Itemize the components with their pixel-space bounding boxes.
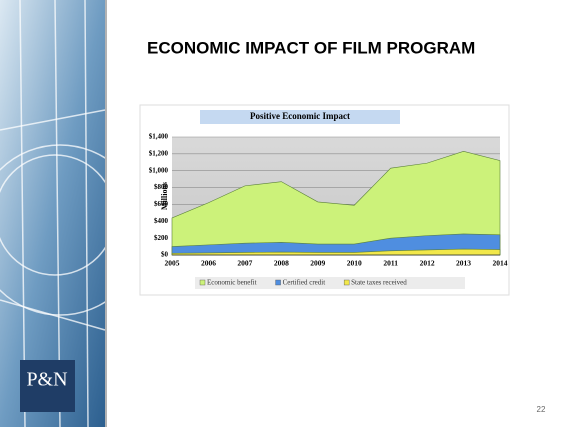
y-tick-label: $400 — [154, 217, 169, 225]
slide-title: ECONOMIC IMPACT OF FILM PROGRAM — [147, 38, 475, 57]
legend-label: State taxes received — [351, 279, 407, 287]
legend-swatch — [199, 279, 206, 286]
x-tick-label: 2014 — [493, 259, 508, 268]
x-tick-label: 2010 — [347, 259, 362, 268]
y-tick-label: $800 — [154, 183, 169, 191]
y-tick-label: $1,000 — [149, 166, 169, 174]
y-tick-label: $0 — [161, 251, 169, 259]
side-image: P&N — [0, 0, 146, 428]
page-number: 22 — [537, 405, 546, 414]
area — [171, 151, 501, 256]
x-tick-label: 2011 — [383, 259, 398, 268]
y-tick-label: $1,400 — [149, 133, 169, 141]
x-tick-label: 2009 — [310, 259, 325, 268]
chart-title: Positive Economic Impact — [250, 111, 350, 121]
x-tick-label: 2007 — [237, 259, 252, 268]
y-axis-label: Millions — [160, 182, 169, 210]
chart-title-box — [200, 110, 400, 124]
area — [171, 233, 501, 256]
logo: P&N — [26, 369, 67, 391]
legend-box — [195, 277, 465, 289]
legend-label: Certified credit — [283, 279, 326, 287]
x-tick-label: 2008 — [274, 259, 289, 268]
legend-swatch — [275, 279, 281, 286]
x-tick-label: 2012 — [420, 259, 435, 268]
legend-swatch — [343, 279, 350, 286]
y-tick-label: $600 — [154, 200, 169, 208]
x-tick-label: 2005 — [165, 259, 180, 268]
y-tick-label: $1,200 — [149, 149, 169, 157]
x-tick-label: 2013 — [456, 259, 471, 268]
x-tick-label: 2006 — [201, 259, 216, 268]
area — [171, 248, 501, 256]
y-tick-label: $200 — [154, 234, 169, 242]
legend-label: Economic benefit — [207, 279, 257, 287]
